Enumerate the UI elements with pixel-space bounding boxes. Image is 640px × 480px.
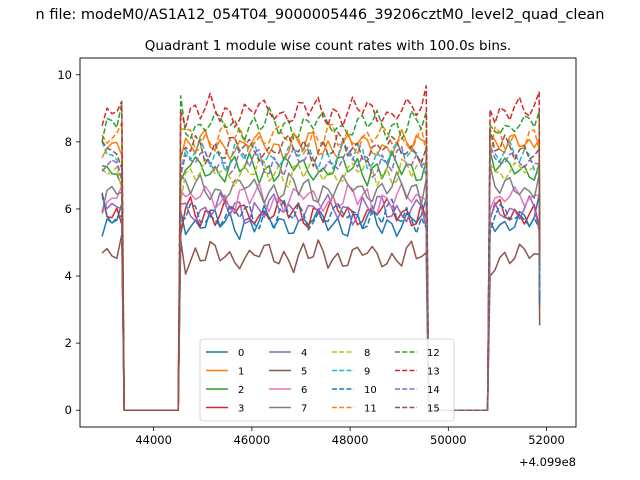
legend-label-7: 7 (301, 404, 307, 415)
legend-label-4: 4 (301, 348, 307, 359)
legend-label-5: 5 (301, 367, 307, 378)
legend-label-8: 8 (364, 348, 370, 359)
legend-box (199, 338, 455, 422)
y-tick-label: 4 (65, 269, 72, 283)
legend-label-0: 0 (238, 348, 244, 359)
x-tick-label: 52000 (528, 433, 565, 447)
legend-label-6: 6 (301, 385, 307, 396)
y-tick-label: 2 (65, 336, 72, 350)
legend-label-15: 15 (427, 404, 440, 415)
suptitle: n file: modeM0/AS1A12_054T04_9000005446_… (36, 7, 605, 23)
x-offset-label: +4.099e8 (519, 455, 576, 469)
legend-label-3: 3 (238, 404, 244, 415)
x-tick-label: 46000 (234, 433, 271, 447)
legend-label-13: 13 (427, 367, 440, 378)
x-tick-label: 44000 (135, 433, 172, 447)
x-tick-label: 50000 (430, 433, 467, 447)
chart-title: Quadrant 1 module wise count rates with … (145, 38, 511, 54)
plot-area (101, 85, 541, 411)
y-tick-label: 10 (57, 68, 72, 82)
y-tick-label: 8 (65, 135, 72, 149)
series-line-15 (101, 128, 541, 411)
legend-label-14: 14 (427, 385, 440, 396)
legend-label-11: 11 (364, 404, 377, 415)
y-tick-label: 0 (65, 403, 72, 417)
legend-label-9: 9 (364, 367, 370, 378)
legend-label-12: 12 (427, 348, 440, 359)
legend-label-1: 1 (238, 367, 244, 378)
x-tick-label: 48000 (332, 433, 369, 447)
axes-frame (79, 57, 577, 428)
y-tick-label: 6 (65, 202, 72, 216)
series-line-13 (101, 85, 541, 411)
legend-label-2: 2 (238, 385, 244, 396)
legend-label-10: 10 (364, 385, 377, 396)
